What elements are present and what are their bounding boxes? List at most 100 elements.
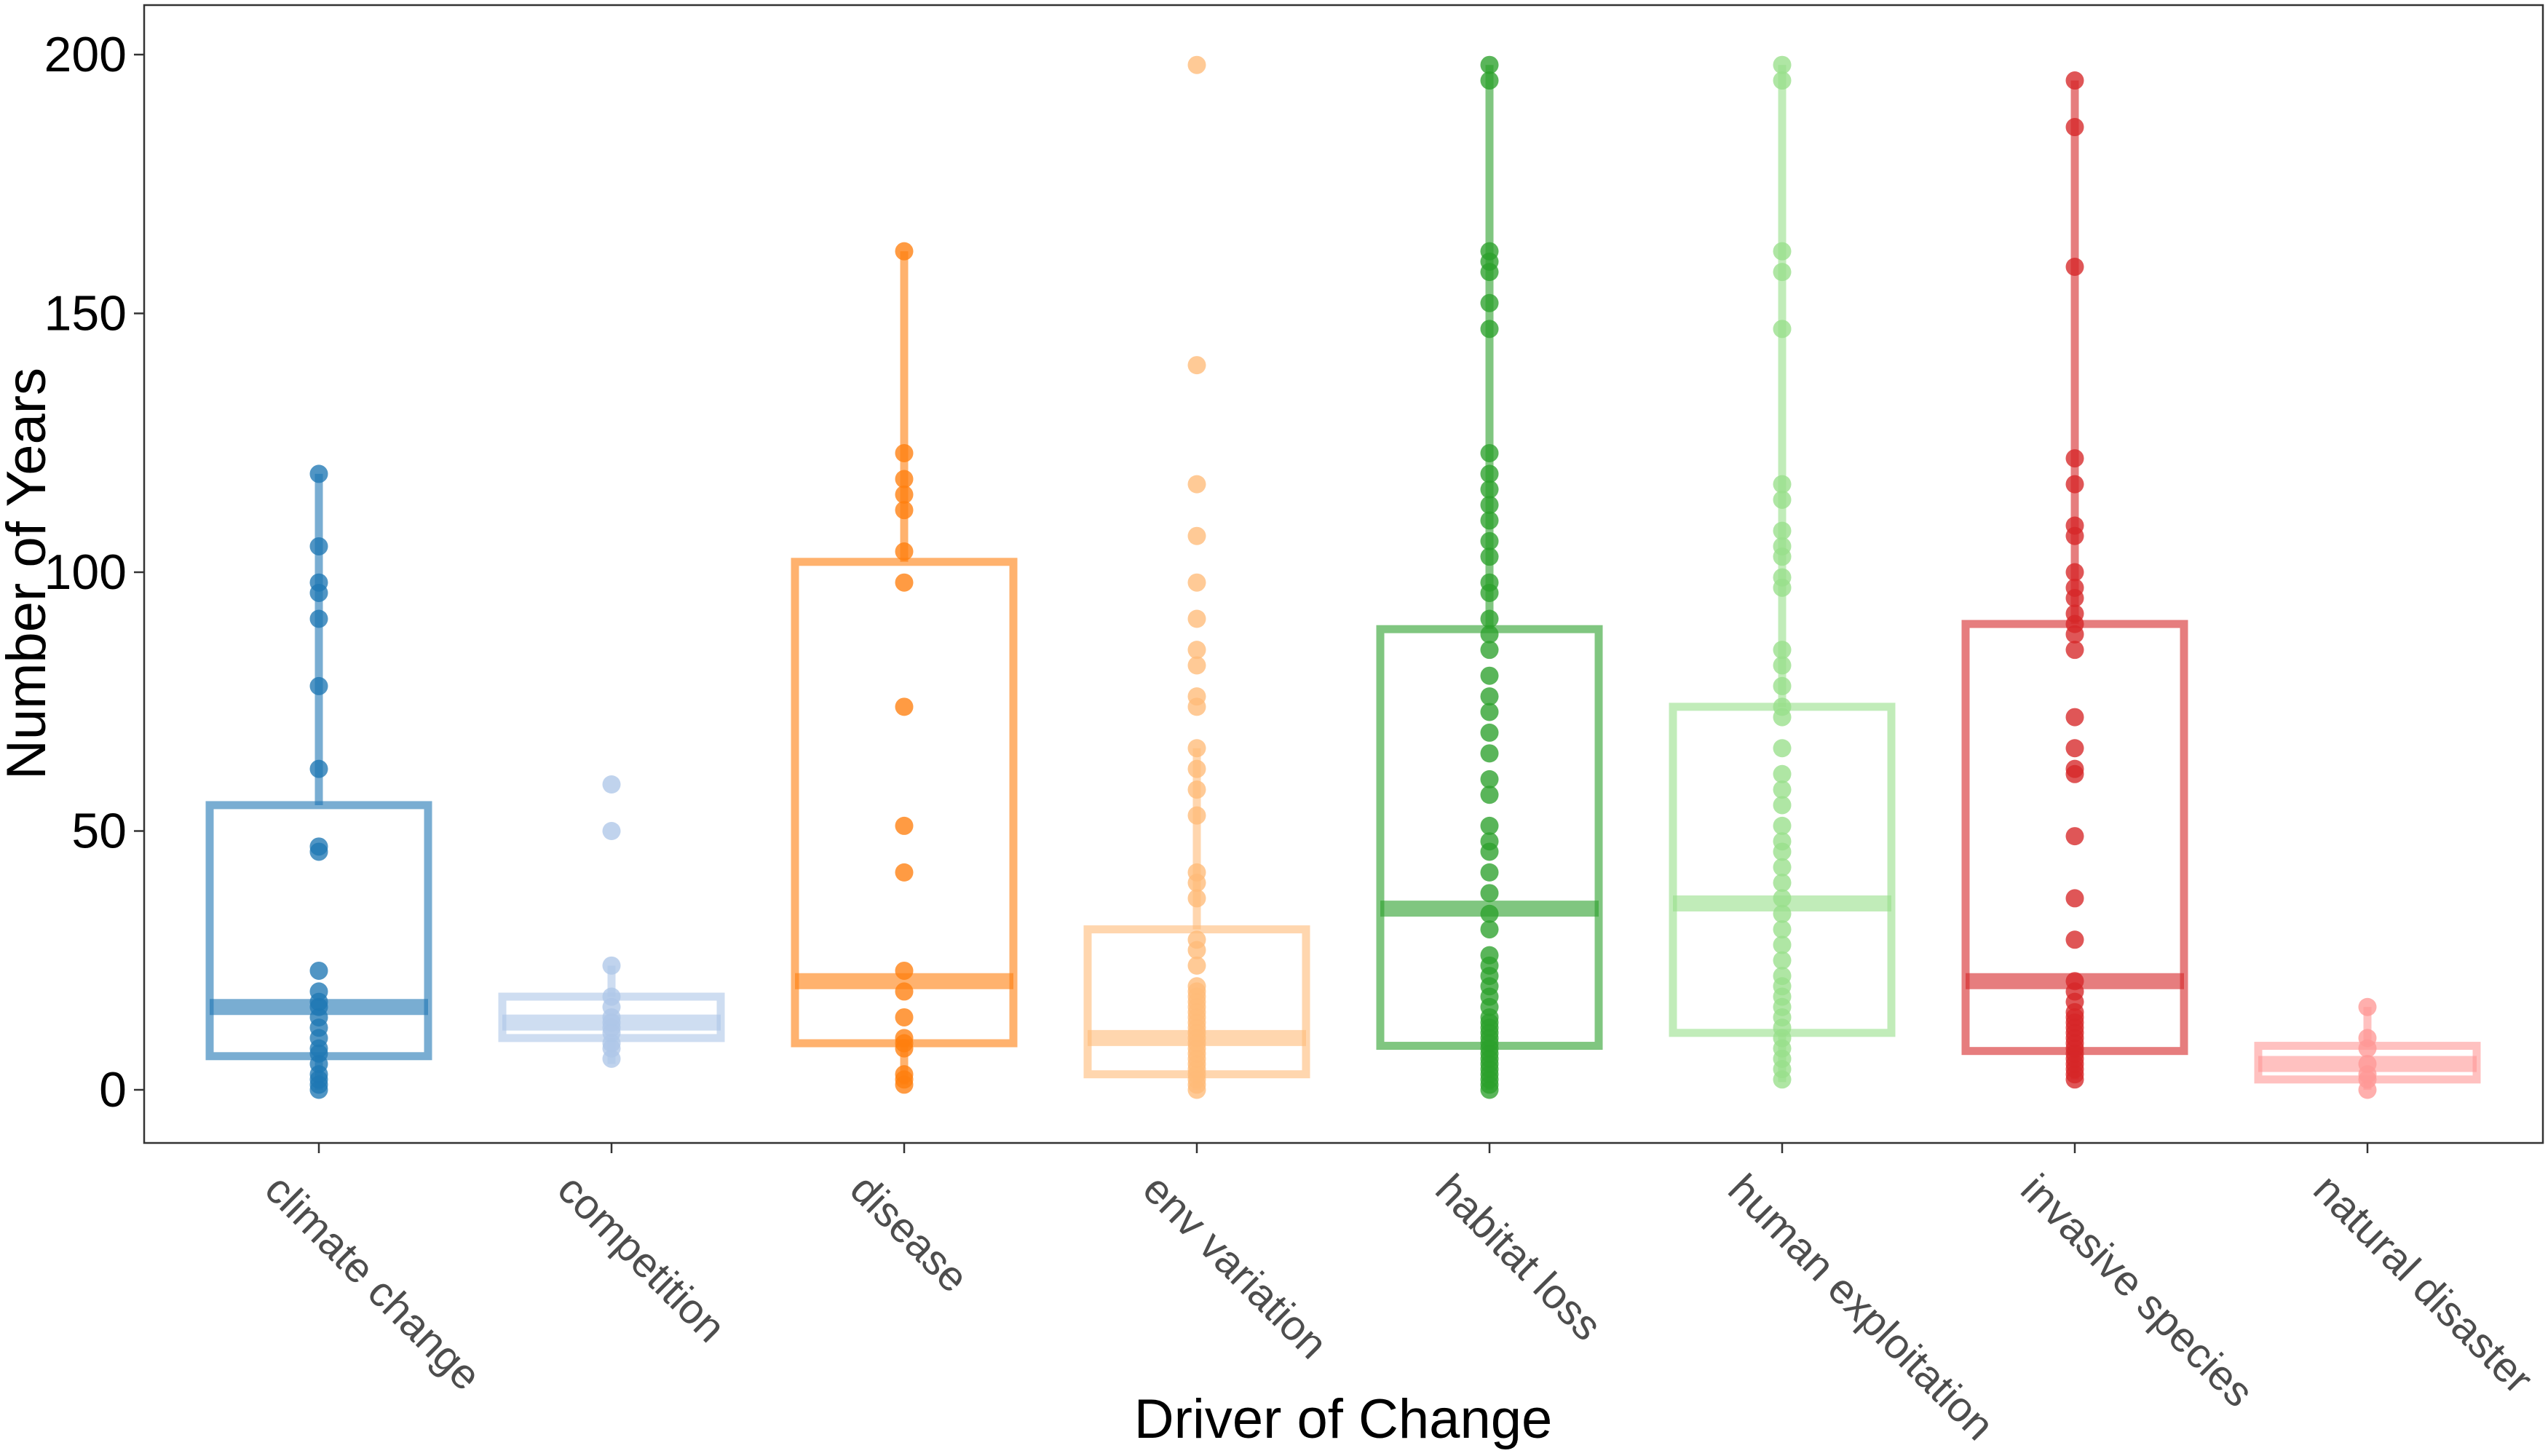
data-point	[1773, 55, 1792, 74]
data-point	[1480, 464, 1499, 483]
box-group-competition	[498, 775, 725, 1068]
data-point	[1773, 521, 1792, 540]
data-point	[1773, 71, 1792, 90]
data-point	[1773, 656, 1792, 675]
data-point	[1480, 573, 1499, 592]
data-point	[1480, 687, 1499, 706]
data-point	[2065, 118, 2084, 137]
box-group-natural-disaster	[2254, 997, 2481, 1099]
data-point	[1773, 739, 1792, 758]
box-group-human-exploitation	[1669, 55, 1896, 1089]
y-tick-label: 100	[44, 545, 127, 600]
data-point	[1480, 55, 1499, 74]
data-point	[1480, 609, 1499, 628]
y-tick-label: 50	[71, 804, 127, 859]
data-point	[1773, 780, 1792, 799]
box-group-env-variation	[1083, 55, 1310, 1099]
data-point	[1773, 697, 1792, 716]
data-point	[2065, 827, 2084, 846]
data-point	[2065, 475, 2084, 494]
data-point	[2065, 563, 2084, 582]
box-group-habitat-loss	[1376, 55, 1603, 1099]
data-point	[1187, 806, 1206, 825]
y-tick-label: 150	[44, 286, 127, 341]
data-point	[1773, 967, 1792, 986]
data-point	[2065, 71, 2084, 90]
data-point	[602, 956, 621, 975]
data-point	[1480, 816, 1499, 835]
data-point	[895, 501, 914, 520]
data-point	[1773, 490, 1792, 509]
data-point	[1773, 641, 1792, 660]
data-point	[1480, 832, 1499, 851]
data-point	[1773, 874, 1792, 893]
data-point	[2065, 604, 2084, 623]
data-point	[309, 982, 328, 1001]
data-point	[2065, 449, 2084, 468]
data-point	[1773, 796, 1792, 815]
data-point	[1187, 930, 1206, 949]
data-point	[1187, 526, 1206, 545]
data-point	[895, 1029, 914, 1048]
box-group-climate-change	[205, 464, 432, 1099]
data-point	[1187, 739, 1206, 758]
data-point	[895, 863, 914, 882]
box-group-disease	[791, 242, 1018, 1094]
data-point	[1480, 293, 1499, 312]
plot-panel-border	[143, 4, 2544, 1144]
data-point	[309, 676, 328, 695]
data-point	[602, 987, 621, 1006]
data-point	[1480, 666, 1499, 685]
data-point	[1187, 55, 1206, 74]
data-point	[1773, 920, 1792, 939]
data-point	[1773, 858, 1792, 877]
data-point	[309, 537, 328, 555]
data-point	[1480, 884, 1499, 903]
data-point	[1773, 475, 1792, 494]
data-point	[1480, 242, 1499, 261]
data-point	[1480, 71, 1499, 90]
data-point	[309, 609, 328, 628]
data-point	[1773, 764, 1792, 783]
data-point	[602, 775, 621, 794]
data-point	[1480, 946, 1499, 965]
data-point	[1187, 977, 1206, 996]
data-point	[1773, 568, 1792, 587]
data-point	[895, 443, 914, 462]
data-point	[1773, 904, 1792, 923]
data-point	[895, 816, 914, 835]
data-point	[1773, 537, 1792, 555]
data-point	[1480, 511, 1499, 530]
data-point	[602, 822, 621, 840]
data-point	[2358, 1029, 2377, 1048]
data-point	[2065, 972, 2084, 991]
data-point	[1187, 641, 1206, 660]
data-point	[1187, 609, 1206, 628]
y-tick-label: 0	[99, 1062, 127, 1117]
data-point	[2065, 889, 2084, 908]
data-point	[309, 961, 328, 980]
data-point	[2065, 516, 2084, 535]
data-point	[895, 697, 914, 716]
data-point	[1480, 531, 1499, 550]
data-point	[1187, 475, 1206, 494]
data-point	[2065, 739, 2084, 758]
data-point	[1773, 242, 1792, 261]
data-point	[1773, 935, 1792, 954]
data-point	[1187, 956, 1206, 975]
y-tick-label: 200	[44, 27, 127, 82]
data-point	[1187, 889, 1206, 908]
data-point	[895, 470, 914, 488]
data-point	[1480, 625, 1499, 644]
data-point	[895, 542, 914, 561]
data-point	[1187, 356, 1206, 375]
data-point	[1773, 816, 1792, 835]
y-axis-title: Number of Years	[0, 368, 58, 780]
data-point	[309, 759, 328, 778]
data-point	[895, 982, 914, 1001]
data-point	[1480, 723, 1499, 742]
data-point	[1480, 480, 1499, 499]
data-point	[2065, 258, 2084, 277]
data-point	[895, 242, 914, 261]
